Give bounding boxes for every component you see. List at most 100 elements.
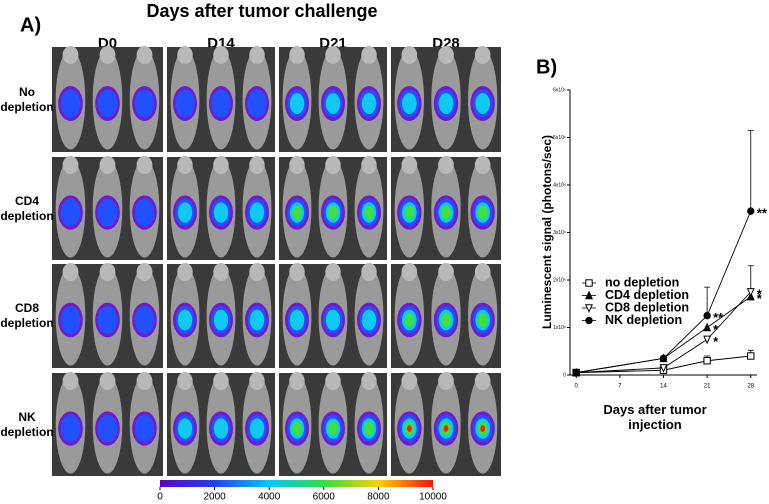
mouse-image [167, 156, 275, 260]
mouse-head [99, 46, 116, 64]
mouse-head [136, 156, 153, 174]
signal [97, 306, 118, 334]
x-tick-label: 21 [704, 384, 711, 390]
signal [60, 414, 81, 443]
signal [328, 205, 338, 220]
signal [134, 89, 155, 118]
mouse-image [391, 372, 501, 476]
mouse-head [289, 263, 305, 281]
mouse-head [438, 156, 454, 174]
mouse-head [99, 263, 116, 281]
mouse-head [361, 46, 377, 64]
mouse-head [325, 46, 341, 64]
signal [60, 89, 81, 118]
mouse-image [279, 46, 387, 152]
series-line [576, 355, 751, 374]
marker [585, 279, 593, 287]
marker [703, 335, 712, 345]
marker [585, 316, 593, 325]
signal [292, 205, 302, 220]
y-axis-label: Luminescent signal (photons/sec) [540, 135, 554, 329]
mouse-head [249, 156, 265, 174]
signal [249, 309, 265, 331]
signal [477, 205, 488, 220]
mouse-head [249, 263, 265, 281]
signal [480, 425, 486, 432]
signal [177, 202, 193, 223]
legend-label: CD8 depletion [605, 300, 689, 314]
colorbar-tick-label: 6000 [313, 492, 336, 503]
signal [289, 309, 305, 331]
signal [249, 418, 265, 439]
signal [134, 306, 155, 334]
mouse-head [99, 372, 116, 390]
mouse-head [401, 46, 418, 64]
signal [97, 414, 118, 443]
signal [438, 93, 454, 114]
panel-label: A) [20, 14, 41, 36]
mouse-head [474, 156, 491, 174]
signal [364, 421, 374, 436]
mouse-head [325, 372, 341, 390]
colorbar-tick-label: 8000 [367, 492, 390, 503]
mouse-head [289, 46, 305, 64]
colorbar [160, 480, 433, 487]
row-label: NK depletion [0, 409, 54, 439]
y-tick-label: 3x10⁶ [553, 230, 566, 236]
mouse-head [401, 156, 418, 174]
signal [402, 93, 417, 114]
mouse-head [474, 263, 491, 281]
x-tick-label: 28 [747, 384, 754, 390]
colorbar-tick-label: 4000 [258, 492, 281, 503]
row-label: CD4 depletion [0, 193, 54, 223]
mouse-head [62, 46, 79, 64]
significance-label: * [713, 334, 719, 349]
significance-label: * [757, 291, 763, 306]
signal [443, 425, 449, 432]
mouse-head [249, 372, 265, 390]
mouse-head [361, 372, 377, 390]
marker [659, 354, 668, 363]
signal [406, 425, 412, 432]
mouse-head [177, 372, 193, 390]
mouse-head [62, 372, 79, 390]
colorbar-tick-label: 0 [157, 492, 163, 503]
mouse-head [136, 46, 153, 64]
signal [289, 93, 305, 114]
marker [703, 311, 711, 320]
mouse-image [52, 263, 163, 368]
panel-title: Days after tumor challenge [146, 1, 377, 21]
mouse-head [361, 263, 377, 281]
mouse-head [136, 263, 153, 281]
signal [177, 309, 193, 331]
marker [703, 357, 711, 365]
mouse-image [167, 372, 275, 476]
marker [747, 207, 755, 215]
y-tick-label: 1x10⁶ [553, 325, 566, 331]
legend-label: CD4 depletion [605, 288, 689, 302]
mouse-image [52, 156, 163, 260]
marker [703, 322, 712, 332]
y-tick-label: 2x10⁶ [553, 277, 566, 283]
mouse-image [391, 46, 501, 152]
signal [325, 309, 341, 331]
marker [746, 288, 755, 297]
signal [213, 202, 229, 223]
series-line [576, 291, 752, 374]
mouse-head [325, 156, 341, 174]
significance-label: ** [713, 310, 724, 325]
mouse-head [289, 156, 305, 174]
signal [211, 89, 231, 118]
mouse-head [249, 46, 265, 64]
marker [747, 352, 755, 360]
signal [134, 198, 155, 227]
mouse-image [52, 46, 163, 152]
mouse-head [62, 156, 79, 174]
mouse-head [177, 156, 193, 174]
y-tick-label: 5x10⁶ [553, 135, 566, 141]
significance-label: * [757, 286, 763, 301]
signal [97, 89, 118, 118]
signal [364, 205, 374, 220]
